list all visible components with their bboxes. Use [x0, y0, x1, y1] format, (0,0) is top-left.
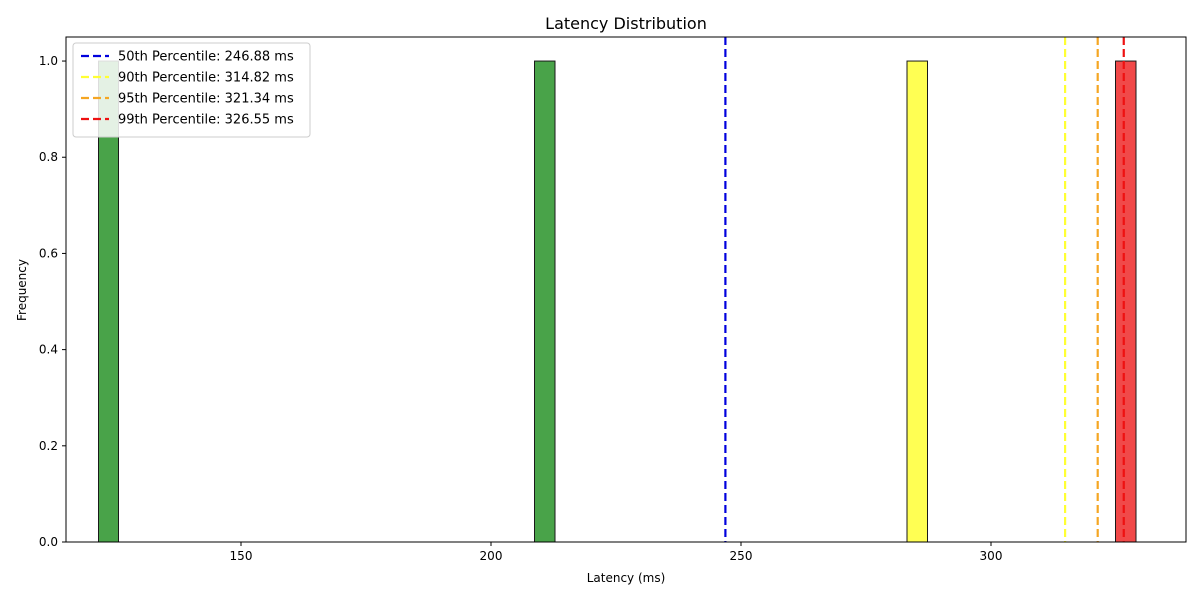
y-tick-label: 0.6: [39, 246, 58, 260]
y-tick-label: 0.0: [39, 535, 58, 549]
legend-label-4: 99th Percentile: 326.55 ms: [118, 113, 294, 128]
legend-box: [72, 42, 311, 138]
percentile-lines-layer: [724, 37, 1125, 542]
legend-label-3: 95th Percentile: 321.34 ms: [118, 92, 294, 107]
histogram-bar-2: [534, 60, 556, 543]
x-tick-label: 300: [980, 549, 1003, 563]
x-axis-title: Latency (ms): [587, 571, 666, 585]
legend-label-1: 50th Percentile: 246.88 ms: [118, 50, 294, 65]
legend-label-2: 90th Percentile: 314.82 ms: [118, 71, 294, 86]
x-tick-label: 150: [230, 549, 253, 563]
legend: 50th Percentile: 246.88 ms 90th Percentil…: [72, 42, 311, 138]
y-tick-label: 0.4: [39, 343, 58, 357]
histogram-bar-3: [906, 60, 928, 543]
plot-frame: [65, 36, 1187, 543]
x-tick-label: 250: [730, 549, 753, 563]
chart-title: Latency Distribution: [545, 14, 707, 33]
x-tick-label: 200: [480, 549, 503, 563]
y-tick-label: 0.2: [39, 439, 58, 453]
bars-layer: [98, 60, 1137, 543]
y-tick-label: 0.8: [39, 150, 58, 164]
y-axis-title: Frequency: [15, 259, 29, 321]
y-tick-label: 1.0: [39, 54, 58, 68]
histogram-bar-4: [1115, 60, 1137, 543]
y-axis-ticks: 0.0 0.2 0.4 0.6 0.8 1.0: [39, 54, 66, 549]
x-axis-ticks: 150 200 250 300: [230, 542, 1003, 563]
